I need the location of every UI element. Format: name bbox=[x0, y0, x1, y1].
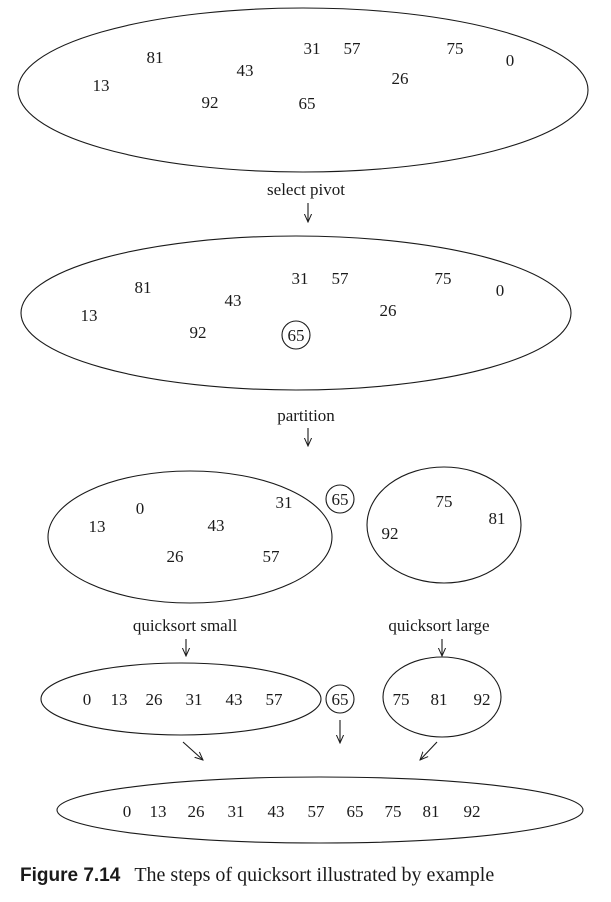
sorted-large-number: 92 bbox=[474, 690, 491, 709]
final-sorted-numbers: 0 13 26 31 43 57 65 75 81 92 bbox=[123, 802, 481, 821]
small-set-number: 26 bbox=[167, 547, 184, 566]
initial-number: 0 bbox=[506, 51, 515, 70]
merge-arrow-large bbox=[420, 741, 438, 760]
partition-pivot-circle bbox=[325, 484, 355, 514]
select-pivot-label: select pivot bbox=[267, 180, 345, 199]
initial-number: 57 bbox=[344, 39, 362, 58]
small-set-number: 13 bbox=[89, 517, 106, 536]
sorted-pivot-circle bbox=[325, 684, 355, 714]
caption-text: The steps of quicksort illustrated by ex… bbox=[134, 864, 495, 886]
final-number: 81 bbox=[423, 802, 440, 821]
sorted-small-ellipse bbox=[40, 662, 322, 736]
pivot-stage-number: 13 bbox=[81, 306, 98, 325]
small-set-ellipse bbox=[47, 470, 333, 604]
figure-caption: Figure 7.14 The steps of quicksort illust… bbox=[20, 864, 494, 887]
large-set-number: 75 bbox=[436, 492, 453, 511]
pivot-stage-number: 81 bbox=[135, 278, 152, 297]
large-set-number: 92 bbox=[382, 524, 399, 543]
small-set-numbers: 0 31 13 43 26 57 bbox=[89, 493, 293, 566]
pivot-stage-number: 31 bbox=[292, 269, 309, 288]
initial-number: 43 bbox=[237, 61, 254, 80]
initial-set-ellipse bbox=[17, 7, 589, 173]
initial-number: 81 bbox=[147, 48, 164, 67]
sorted-large-number: 75 bbox=[393, 690, 410, 709]
quicksort-small-label: quicksort small bbox=[133, 616, 238, 635]
final-number: 65 bbox=[347, 802, 364, 821]
final-number: 26 bbox=[188, 802, 205, 821]
initial-number: 92 bbox=[202, 93, 219, 112]
small-set-number: 57 bbox=[263, 547, 281, 566]
sorted-large-ellipse bbox=[382, 656, 502, 738]
final-number: 43 bbox=[268, 802, 285, 821]
pivot-stage-number: 65 bbox=[288, 326, 305, 345]
partition-pivot-value: 65 bbox=[332, 490, 349, 509]
sorted-small-number: 31 bbox=[186, 690, 203, 709]
final-number: 0 bbox=[123, 802, 132, 821]
pivot-stage-number: 26 bbox=[380, 301, 397, 320]
quicksort-large-label: quicksort large bbox=[388, 616, 489, 635]
sorted-small-number: 43 bbox=[226, 690, 243, 709]
small-set-number: 43 bbox=[208, 516, 225, 535]
small-set-number: 0 bbox=[136, 499, 145, 518]
figure-number: Figure 7.14 bbox=[20, 865, 121, 886]
sorted-large-numbers: 75 81 92 bbox=[393, 690, 491, 709]
sorted-small-number: 13 bbox=[111, 690, 128, 709]
initial-number: 26 bbox=[392, 69, 409, 88]
pivot-stage-number: 92 bbox=[190, 323, 207, 342]
initial-number: 65 bbox=[299, 94, 316, 113]
sorted-small-numbers: 0 13 26 31 43 57 bbox=[83, 690, 283, 709]
initial-set-numbers: 81 31 57 75 0 43 26 13 92 65 bbox=[93, 39, 515, 113]
initial-number: 13 bbox=[93, 76, 110, 95]
pivot-selected-ellipse bbox=[20, 235, 572, 391]
sorted-small-number: 26 bbox=[146, 690, 163, 709]
large-set-ellipse bbox=[366, 466, 522, 584]
final-number: 75 bbox=[385, 802, 402, 821]
final-number: 92 bbox=[464, 802, 481, 821]
initial-number: 31 bbox=[304, 39, 321, 58]
large-set-number: 81 bbox=[489, 509, 506, 528]
final-number: 31 bbox=[228, 802, 245, 821]
sorted-small-number: 0 bbox=[83, 690, 92, 709]
initial-number: 75 bbox=[447, 39, 464, 58]
sorted-pivot-value: 65 bbox=[332, 690, 349, 709]
final-number: 13 bbox=[150, 802, 167, 821]
pivot-stage-number: 0 bbox=[496, 281, 505, 300]
small-set-number: 31 bbox=[276, 493, 293, 512]
pivot-stage-number: 75 bbox=[435, 269, 452, 288]
partition-label: partition bbox=[277, 406, 335, 425]
sorted-small-number: 57 bbox=[266, 690, 284, 709]
final-number: 57 bbox=[308, 802, 326, 821]
pivot-circle bbox=[281, 320, 311, 350]
merge-arrow-small bbox=[182, 741, 203, 760]
pivot-selected-numbers: 81 31 57 75 0 43 26 13 92 65 bbox=[81, 269, 505, 345]
pivot-stage-number: 43 bbox=[225, 291, 242, 310]
large-set-numbers: 75 81 92 bbox=[382, 492, 506, 543]
final-sorted-ellipse bbox=[56, 776, 584, 844]
sorted-large-number: 81 bbox=[431, 690, 448, 709]
pivot-stage-number: 57 bbox=[332, 269, 350, 288]
